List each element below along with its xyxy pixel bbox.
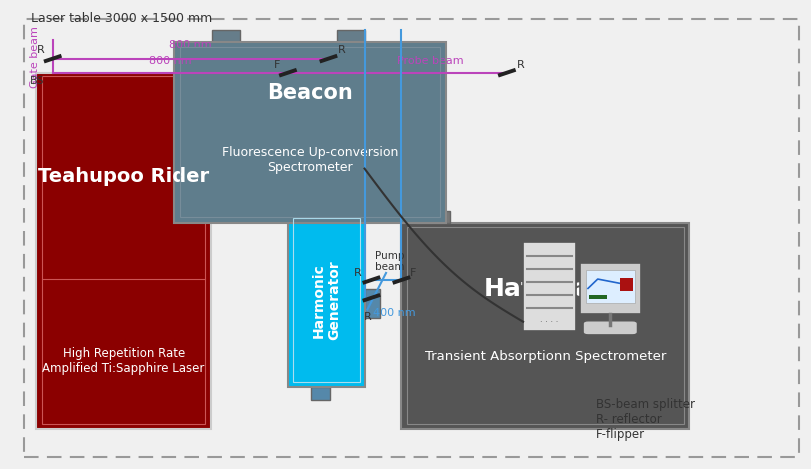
FancyBboxPatch shape [311,387,330,400]
Text: Hatteras: Hatteras [484,277,607,301]
Text: Transient Absorptionn Spectrometer: Transient Absorptionn Spectrometer [425,350,666,363]
Text: R: R [354,268,362,278]
Text: F: F [273,61,280,70]
Text: 800 nm: 800 nm [149,56,191,66]
Text: R: R [517,61,525,70]
FancyBboxPatch shape [311,200,330,213]
Text: 400 nm: 400 nm [373,308,416,318]
Text: Probe beam: Probe beam [397,56,463,66]
FancyBboxPatch shape [401,223,689,429]
Text: R: R [36,45,45,55]
FancyBboxPatch shape [586,270,635,303]
FancyBboxPatch shape [212,30,239,42]
FancyBboxPatch shape [580,263,641,314]
Text: Pump
beam: Pump beam [375,251,405,272]
FancyBboxPatch shape [416,211,450,223]
FancyBboxPatch shape [583,321,637,335]
Text: Fluorescence Up-conversion
Spectrometer: Fluorescence Up-conversion Spectrometer [222,145,398,174]
Text: High Repetition Rate
Amplified Ti:Sapphire Laser: High Repetition Rate Amplified Ti:Sapphi… [42,348,205,375]
Text: R: R [363,312,371,322]
Text: Beacon: Beacon [268,83,353,103]
FancyBboxPatch shape [620,278,633,291]
Text: F: F [410,268,416,278]
FancyBboxPatch shape [523,242,576,331]
Text: Gate beam: Gate beam [30,27,40,88]
FancyBboxPatch shape [589,295,607,299]
Text: R: R [338,45,346,55]
FancyBboxPatch shape [288,213,365,387]
FancyBboxPatch shape [365,289,380,318]
Text: Harmonic
Generator: Harmonic Generator [311,260,341,340]
Text: Teahupoo Rider: Teahupoo Rider [38,166,209,186]
FancyBboxPatch shape [337,30,365,42]
Text: · · · ·: · · · · [540,318,559,327]
FancyBboxPatch shape [36,73,211,429]
Text: 800 nm: 800 nm [169,40,212,50]
Text: BS: BS [30,76,45,86]
Text: BS-beam splitter
R- reflector
F-flipper: BS-beam splitter R- reflector F-flipper [596,398,695,441]
FancyBboxPatch shape [174,42,446,223]
Text: Laser table 3000 x 1500 mm: Laser table 3000 x 1500 mm [31,12,212,25]
